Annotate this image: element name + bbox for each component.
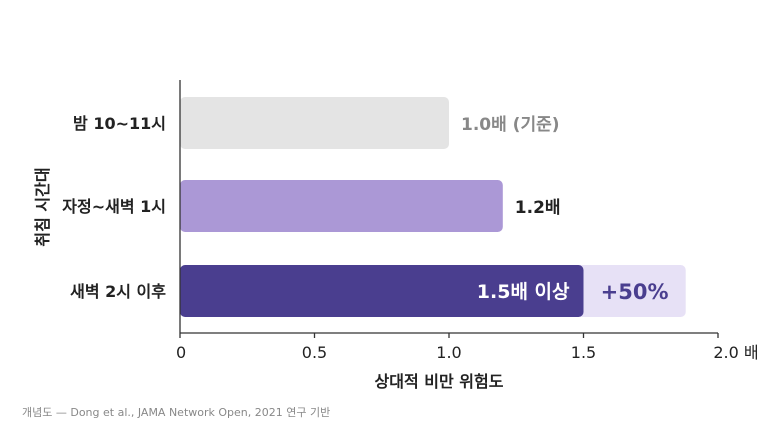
data-label: 1.5배 이상 (477, 281, 570, 303)
data-label: 1.0배 (기준) (461, 115, 560, 135)
footnote: 개념도 — Dong et al., JAMA Network Open, 20… (22, 406, 331, 419)
category-label: 새벽 2시 이후 (70, 282, 166, 301)
bar-extension-label: +50% (601, 280, 669, 304)
x-tick-label: 1.5 (571, 343, 596, 362)
bar-1 (180, 97, 449, 149)
x-tick-label: 2.0 배 (713, 343, 758, 362)
x-tick-label: 1.0 (436, 343, 461, 362)
bar-2 (180, 180, 503, 232)
x-axis-title: 상대적 비만 위험도 (375, 372, 504, 391)
category-label: 자정~새벽 1시 (62, 197, 166, 216)
x-ticks-group: 0 0.5 1.0 1.5 2.0 배 (176, 333, 759, 362)
data-label: 1.2배 (515, 198, 561, 218)
bar-3 (180, 265, 584, 317)
bar-extension (571, 265, 686, 317)
x-tick-label: 0.5 (302, 343, 327, 362)
category-label: 밤 10~11시 (73, 114, 166, 133)
bars-group: 밤 10~11시 1.0배 (기준) 자정~새벽 1시 1.2배 +50% 새벽 2시 이… (62, 97, 686, 317)
x-tick-label: 0 (176, 343, 186, 362)
y-axis-title: 취침 시간대 (33, 167, 52, 246)
